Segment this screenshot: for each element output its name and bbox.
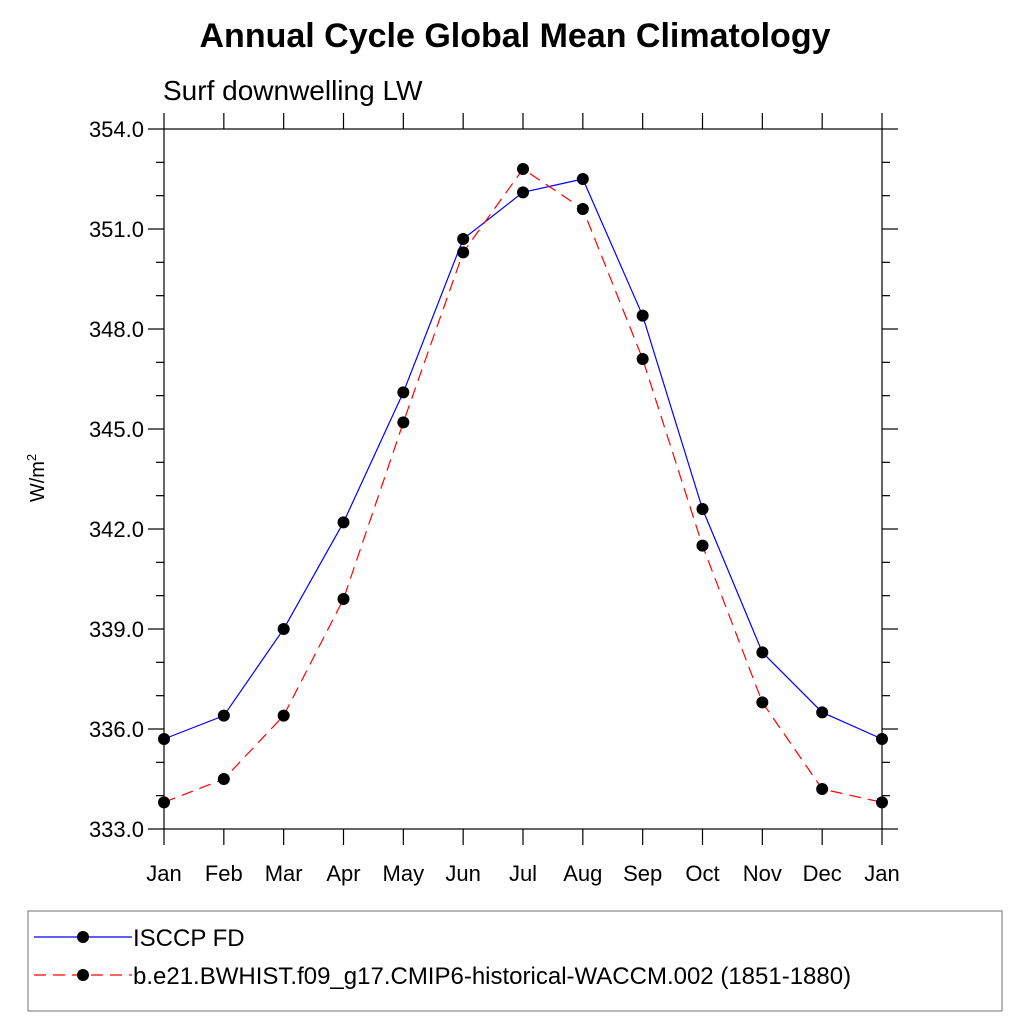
data-point: [337, 593, 350, 605]
data-point: [457, 246, 470, 259]
y-tick-label: 333.0: [89, 817, 144, 842]
legend: ISCCP FD b.e21.BWHIST.f09_g17.CMIP6-histo…: [27, 910, 1003, 1012]
data-point: [636, 309, 649, 322]
y-tick-label: 354.0: [89, 117, 144, 142]
data-point: [816, 706, 829, 719]
data-point: [636, 353, 649, 365]
data-point: [696, 539, 709, 552]
y-tick-labels: 333.0 336.0 339.0 342.0 345.0 348.0 351.0 354.0: [89, 117, 144, 842]
data-point: [517, 163, 529, 175]
series-2: [158, 163, 888, 809]
data-point: [397, 386, 410, 399]
legend-box: [27, 910, 1003, 1012]
legend-marker: [77, 931, 89, 943]
legend-items: ISCCP FD b.e21.BWHIST.f09_g17.CMIP6-histo…: [34, 925, 851, 990]
data-point: [756, 646, 769, 659]
y-axis-label: W/m2: [24, 454, 49, 502]
data-point: [457, 233, 470, 245]
legend-marker: [77, 969, 89, 981]
series-1: [158, 173, 888, 745]
y-axis-label-superscript: 2: [24, 454, 39, 461]
x-tick-label: Jan: [864, 861, 899, 886]
y-tick-label: 336.0: [89, 717, 144, 742]
legend-item-1: ISCCP FD: [34, 925, 245, 952]
x-tick-label: Oct: [685, 861, 719, 886]
series-line: [163, 168, 883, 803]
data-point: [576, 173, 589, 185]
data-point: [337, 516, 350, 529]
plot-frame: [163, 128, 883, 830]
data-point: [576, 203, 589, 215]
data-point: [816, 783, 829, 795]
legend-label: ISCCP FD: [133, 925, 245, 952]
data-point: [696, 503, 709, 515]
legend-item-2: b.e21.BWHIST.f09_g17.CMIP6-historical-WA…: [34, 963, 851, 990]
x-tick-label: Jul: [509, 861, 537, 886]
x-tick-label: Mar: [265, 861, 303, 886]
axis-ticks: [148, 113, 898, 845]
x-tick-label: Jun: [445, 861, 480, 886]
series-line: [163, 178, 883, 740]
data-point: [217, 773, 230, 785]
x-tick-label: Nov: [743, 861, 782, 886]
legend-label: b.e21.BWHIST.f09_g17.CMIP6-historical-WA…: [133, 963, 851, 990]
y-tick-label: 351.0: [89, 217, 144, 242]
chart-title: Annual Cycle Global Mean Climatology: [200, 17, 831, 55]
y-tick-label: 339.0: [89, 617, 144, 642]
x-tick-label: Feb: [205, 861, 243, 886]
x-tick-label: Jan: [146, 861, 181, 886]
y-tick-label: 348.0: [89, 317, 144, 342]
series-layer: [158, 163, 888, 809]
x-tick-label: Apr: [326, 861, 360, 886]
data-point: [397, 416, 410, 429]
x-tick-label: May: [383, 861, 425, 886]
data-point: [277, 709, 290, 722]
x-tick-labels: Jan Feb Mar Apr May Jun Jul Aug Sep Oct Nov Dec Jan: [146, 861, 899, 886]
data-point: [217, 709, 230, 722]
chart-subtitle: Surf downwelling LW: [163, 75, 423, 106]
y-tick-label: 345.0: [89, 417, 144, 442]
data-point: [756, 696, 769, 709]
x-tick-label: Sep: [623, 861, 662, 886]
data-point: [277, 623, 290, 635]
data-point: [517, 186, 529, 199]
x-tick-label: Dec: [803, 861, 842, 886]
y-tick-label: 342.0: [89, 517, 144, 542]
x-tick-label: Aug: [563, 861, 602, 886]
